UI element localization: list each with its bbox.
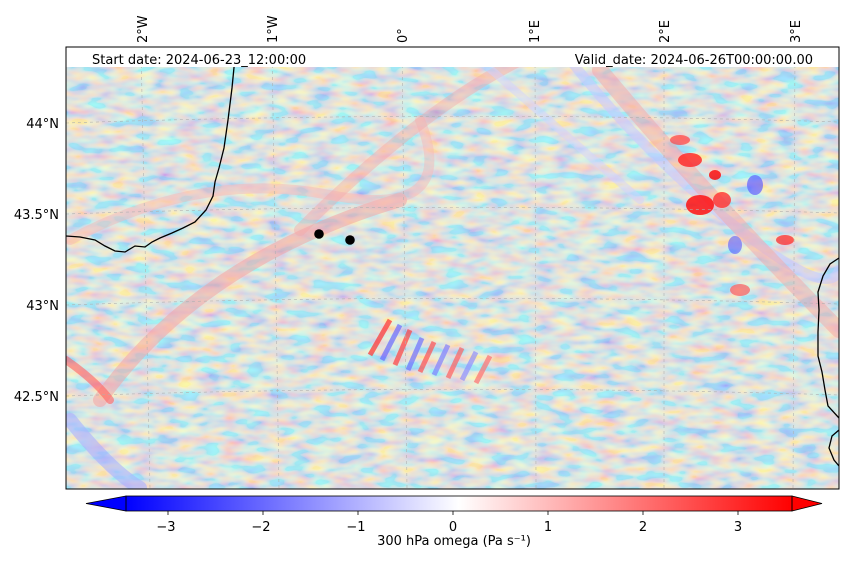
site-marker [314, 229, 324, 239]
wave-stripes [367, 318, 493, 385]
colorbar-tick: 2 [639, 520, 647, 535]
colorbar-tick: −1 [346, 520, 365, 535]
lon-label: 1°W [266, 15, 281, 43]
omega-features [66, 54, 839, 489]
valid-date-label: Valid_date: 2024-06-26T00:00:00.00 [575, 53, 813, 68]
colorbar-gradient [126, 496, 792, 511]
coastline [66, 47, 839, 467]
lon-label: 1°E [528, 20, 543, 43]
lat-label: 43°N [26, 299, 59, 314]
lon-label: 2°E [658, 20, 673, 43]
colorbar-tick: 0 [449, 520, 457, 535]
map-panel [66, 47, 839, 489]
map-frame [65, 46, 840, 490]
colorbar-tick: 1 [544, 520, 552, 535]
lon-label: 2°W [136, 15, 151, 43]
colorbar-extend-low [85, 495, 127, 512]
lon-label: 3°E [789, 20, 804, 43]
header-band [66, 47, 839, 67]
convective-cells [670, 135, 794, 296]
colorbar-tick: −3 [156, 520, 175, 535]
colorbar-label: 300 hPa omega (Pa s⁻¹) [377, 534, 531, 549]
omega-field [66, 47, 839, 489]
lat-label: 43.5°N [14, 208, 59, 223]
lon-label: 0° [396, 28, 411, 43]
colorbar: −3 −2 −1 0 1 2 3 300 hPa omega (Pa s⁻¹) [85, 495, 823, 549]
colorbar-extend-high [791, 495, 823, 512]
graticule [66, 47, 839, 489]
site-marker [345, 235, 355, 245]
colorbar-tick: 3 [734, 520, 742, 535]
lat-label: 42.5°N [14, 390, 59, 405]
lat-label: 44°N [26, 117, 59, 132]
start-date-label: Start date: 2024-06-23_12:00:00 [92, 53, 306, 68]
site-markers [314, 229, 355, 245]
lat-labels: 44°N 43.5°N 43°N 42.5°N [14, 117, 59, 405]
lon-labels: 2°W 1°W 0° 1°E 2°E 3°E [136, 15, 804, 43]
colorbar-tick: −2 [251, 520, 270, 535]
